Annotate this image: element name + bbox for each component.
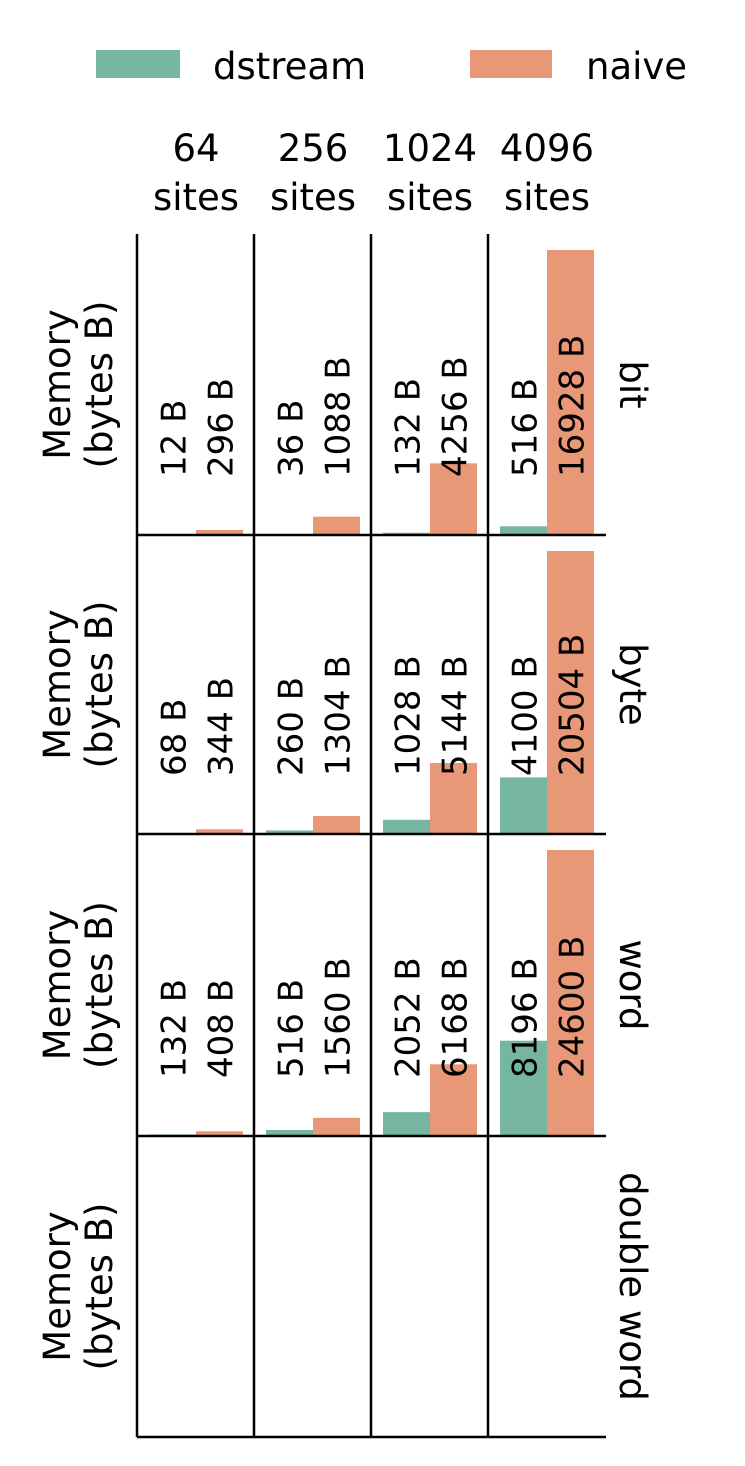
data-label-naive-bit-col0: 296 B: [202, 378, 242, 477]
data-label-naive-byte-col0: 344 B: [202, 677, 242, 776]
data-label-dstream-bit-col3: 516 B: [506, 378, 546, 477]
data-label-dstream-byte-col3: 4100 B: [506, 655, 546, 776]
data-label-naive-byte-col1: 1304 B: [319, 655, 359, 776]
bar-naive-bit-col0: [196, 530, 243, 535]
y-axis-label-line1-row2: Memory: [36, 910, 79, 1060]
data-label-naive-byte-col3: 20504 B: [553, 634, 593, 776]
bar-naive-byte-col2: [430, 763, 477, 834]
data-label-dstream-bit-col1: 36 B: [272, 400, 312, 477]
data-label-naive-byte-col2: 5144 B: [436, 655, 476, 776]
bar-naive-bit-col2: [430, 463, 477, 535]
legend-swatch-dstream: [96, 50, 180, 78]
data-label-naive-bit-col1: 1088 B: [319, 356, 359, 477]
row-label-double-word: double word: [611, 1172, 654, 1401]
column-header-1024-line1: 1024: [383, 127, 477, 170]
bar-dstream-byte-col2: [383, 819, 430, 834]
legend-swatch-naive: [470, 50, 552, 78]
column-header-4096-line1: 4096: [500, 127, 594, 170]
data-label-naive-word-col0: 408 B: [202, 979, 242, 1078]
row-label-bit: bit: [611, 360, 654, 408]
data-label-dstream-bit-col0: 12 B: [155, 400, 195, 477]
bar-dstream-bit-col3: [500, 526, 547, 535]
data-label-naive-word-col2: 6168 B: [436, 957, 476, 1078]
y-axis-label-line2-row1: (bytes B): [78, 601, 121, 769]
data-label-dstream-bit-col2: 132 B: [389, 378, 429, 477]
bar-dstream-word-col2: [383, 1112, 430, 1136]
y-axis-label-line1-row0: Memory: [36, 309, 79, 459]
data-label-naive-word-col3: 24600 B: [553, 936, 593, 1078]
column-header-1024-line2: sites: [387, 176, 473, 219]
legend-label-naive: naive: [586, 45, 687, 88]
y-axis-label-line1-row3: Memory: [36, 1211, 79, 1361]
row-label-byte: byte: [611, 643, 654, 726]
data-label-dstream-byte-col2: 1028 B: [389, 655, 429, 776]
y-axis-label-line1-row1: Memory: [36, 609, 79, 759]
bar-naive-bit-col3: [547, 250, 594, 535]
bar-naive-word-col2: [430, 1064, 477, 1136]
plot-area: 12 B 296 B 36 B 1088 B 132 B 4256 B 516 B 16928…: [36, 234, 654, 1439]
bar-naive-bit-col1: [313, 516, 360, 535]
y-axis-label-line2-row0: (bytes B): [78, 301, 121, 469]
y-axis-label-line2-row3: (bytes B): [78, 1203, 121, 1371]
bar-dstream-byte-col3: [500, 777, 547, 834]
row-label-word: word: [611, 940, 654, 1031]
bar-dstream-byte-col1: [266, 830, 313, 834]
column-headers: 64 sites 256 sites 1024 sites 4096 sites: [153, 127, 594, 219]
legend: dstream naive: [96, 45, 687, 88]
data-label-dstream-word-col2: 2052 B: [389, 957, 429, 1078]
bar-dstream-word-col1: [266, 1130, 313, 1136]
column-header-64-line1: 64: [172, 127, 219, 170]
data-label-dstream-word-col1: 516 B: [272, 979, 312, 1078]
bar-naive-byte-col0: [196, 829, 243, 834]
data-label-dstream-byte-col1: 260 B: [272, 677, 312, 776]
data-label-dstream-word-col0: 132 B: [155, 979, 195, 1078]
bar-naive-byte-col3: [547, 551, 594, 834]
bar-naive-word-col0: [196, 1131, 243, 1136]
data-label-dstream-byte-col0: 68 B: [155, 699, 195, 776]
data-label-dstream-word-col3: 8196 B: [506, 957, 546, 1078]
data-label-naive-word-col1: 1560 B: [319, 957, 359, 1078]
column-header-256-line2: sites: [270, 176, 356, 219]
bar-naive-word-col3: [547, 850, 594, 1136]
column-header-64-line2: sites: [153, 176, 239, 219]
bar-dstream-word-col3: [500, 1040, 547, 1136]
column-header-4096-line2: sites: [504, 176, 590, 219]
legend-label-dstream: dstream: [213, 45, 366, 88]
bar-naive-word-col1: [313, 1117, 360, 1136]
bar-naive-byte-col1: [313, 816, 360, 834]
column-header-256-line1: 256: [278, 127, 349, 170]
data-label-naive-bit-col2: 4256 B: [436, 356, 476, 477]
data-label-naive-bit-col3: 16928 B: [553, 335, 593, 477]
y-axis-label-line2-row2: (bytes B): [78, 901, 121, 1069]
